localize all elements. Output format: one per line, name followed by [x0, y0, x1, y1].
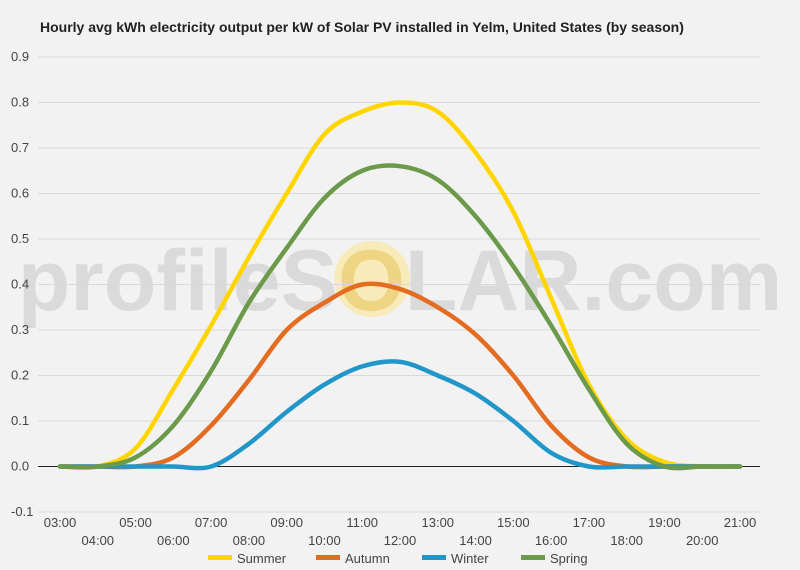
legend-swatch-autumn	[316, 555, 340, 560]
x-tick-label: 05:00	[119, 515, 152, 530]
x-tick-label: 21:00	[724, 515, 757, 530]
y-tick-label: 0.1	[11, 413, 29, 428]
x-tick-label: 18:00	[610, 533, 643, 548]
x-tick-label: 14:00	[459, 533, 492, 548]
y-tick-label: 0.2	[11, 368, 29, 383]
legend-label-summer: Summer	[237, 551, 287, 566]
x-tick-label: 20:00	[686, 533, 719, 548]
y-tick-label: 0.5	[11, 231, 29, 246]
x-tick-label: 09:00	[270, 515, 303, 530]
watermark: profileSOLAR.com	[18, 233, 783, 329]
y-tick-label: 0.7	[11, 140, 29, 155]
x-tick-label: 03:00	[44, 515, 77, 530]
y-tick-label: 0.3	[11, 322, 29, 337]
x-tick-label: 07:00	[195, 515, 228, 530]
x-tick-label: 13:00	[422, 515, 455, 530]
legend-swatch-spring	[521, 555, 545, 560]
legend-swatch-winter	[422, 555, 446, 560]
watermark-text-end: LAR.com	[405, 233, 782, 329]
legend-label-autumn: Autumn	[345, 551, 390, 566]
x-tick-label: 10:00	[308, 533, 341, 548]
y-tick-label: 0.8	[11, 95, 29, 110]
legend: Summer Autumn Winter Spring	[208, 551, 588, 566]
x-tick-label: 12:00	[384, 533, 417, 548]
legend-label-spring: Spring	[550, 551, 588, 566]
x-tick-label: 15:00	[497, 515, 530, 530]
legend-swatch-summer	[208, 555, 232, 560]
x-tick-label: 11:00	[346, 515, 378, 530]
x-tick-label: 04:00	[82, 533, 115, 548]
watermark-text-o: O	[338, 233, 405, 329]
y-tick-label: 0.4	[11, 277, 29, 292]
chart-title: Hourly avg kWh electricity output per kW…	[40, 19, 684, 35]
series-line-summer	[57, 100, 743, 471]
axes: -0.1 0.0 0.1 0.2 0.3 0.4 0.5 0.6 0.7 0.8 0.9 03:00 0…	[11, 49, 760, 548]
svg-text:profileSOLAR.com: profileSOLAR.com	[18, 233, 783, 329]
x-tick-label: 16:00	[535, 533, 568, 548]
grid	[38, 56, 760, 513]
x-tick-label: 19:00	[648, 515, 681, 530]
y-tick-label: 0.9	[11, 49, 29, 64]
y-tick-label: 0.6	[11, 186, 29, 201]
watermark-sun-icon	[334, 241, 410, 317]
x-tick-label: 06:00	[157, 533, 190, 548]
y-tick-label: -0.1	[11, 504, 33, 519]
series-lines	[57, 100, 743, 471]
y-tick-label: 0.0	[11, 459, 29, 474]
series-line-spring	[57, 163, 743, 471]
x-tick-label: 17:00	[573, 515, 606, 530]
series-line-winter	[57, 359, 743, 471]
x-tick-label: 08:00	[233, 533, 266, 548]
legend-label-winter: Winter	[451, 551, 489, 566]
